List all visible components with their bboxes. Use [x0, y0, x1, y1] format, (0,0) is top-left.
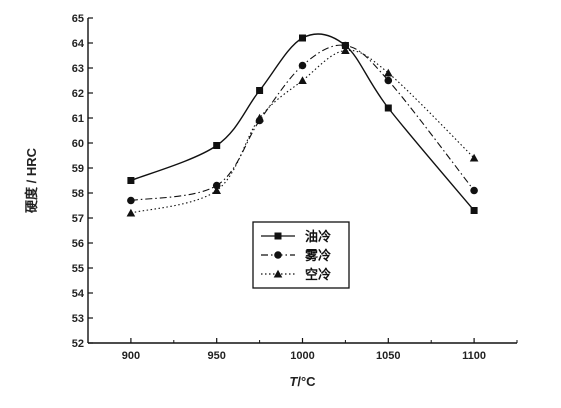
chart-ticks: 52 53 54 55 56 57 58 59 60 61 62 63 64 65 900 950 1000 10…	[72, 13, 518, 362]
y-axis-title: 硬度 / HRC	[24, 147, 39, 213]
y-tick-label: 59	[72, 163, 84, 175]
data-point-circle	[212, 181, 221, 190]
legend-box	[252, 221, 350, 289]
y-tick-label: 53	[72, 313, 84, 325]
data-point-square	[470, 207, 478, 214]
legend-marker-circle	[274, 251, 282, 259]
data-point-triangle	[384, 68, 393, 77]
y-tick-label: 58	[72, 188, 84, 200]
x-axis-title-unit: /°C	[297, 374, 316, 389]
y-tick-label: 65	[72, 13, 84, 25]
data-point-square	[256, 87, 264, 94]
y-tick-label: 62	[72, 88, 84, 100]
legend-marker-triangle	[273, 269, 283, 278]
chart-series-layer	[126, 33, 479, 217]
legend-label: 油冷	[305, 229, 331, 245]
y-tick-label: 57	[72, 213, 84, 225]
y-tick-label: 56	[72, 238, 84, 250]
y-tick-label: 55	[72, 263, 84, 275]
legend-label: 空冷	[305, 267, 331, 283]
data-point-circle	[127, 196, 135, 205]
series-circle	[127, 41, 478, 205]
x-axis-title-variable: T	[289, 374, 298, 389]
x-tick-label: 950	[208, 350, 226, 362]
y-tick-label: 61	[72, 113, 84, 125]
data-point-square	[213, 142, 221, 149]
data-point-circle	[384, 76, 393, 85]
y-tick-label: 52	[72, 338, 84, 350]
y-tick-label: 63	[72, 63, 84, 75]
series-line-triangle	[130, 49, 475, 214]
data-point-square	[299, 34, 306, 42]
y-tick-label: 64	[72, 38, 85, 50]
data-point-triangle	[255, 113, 264, 122]
x-axis-title: T/°C	[289, 374, 316, 389]
data-point-circle	[341, 41, 350, 50]
x-tick-label: 900	[122, 350, 140, 362]
data-point-circle	[470, 186, 478, 195]
y-tick-label: 60	[72, 138, 84, 150]
legend-marker-square	[274, 232, 282, 240]
series-square	[127, 33, 478, 214]
data-point-circle	[298, 61, 307, 70]
data-point-triangle	[341, 46, 350, 54]
legend-label: 雾冷	[304, 248, 331, 264]
y-tick-label: 54	[72, 288, 85, 300]
x-tick-label: 1050	[376, 350, 400, 362]
data-point-triangle	[298, 76, 307, 84]
x-tick-label: 1000	[290, 350, 314, 362]
data-point-triangle	[126, 208, 136, 217]
x-tick-label: 1100	[462, 350, 486, 362]
data-point-triangle	[469, 153, 479, 162]
data-point-square	[127, 177, 135, 184]
data-point-triangle	[212, 186, 221, 194]
data-point-square	[384, 104, 392, 112]
series-triangle	[126, 46, 479, 217]
